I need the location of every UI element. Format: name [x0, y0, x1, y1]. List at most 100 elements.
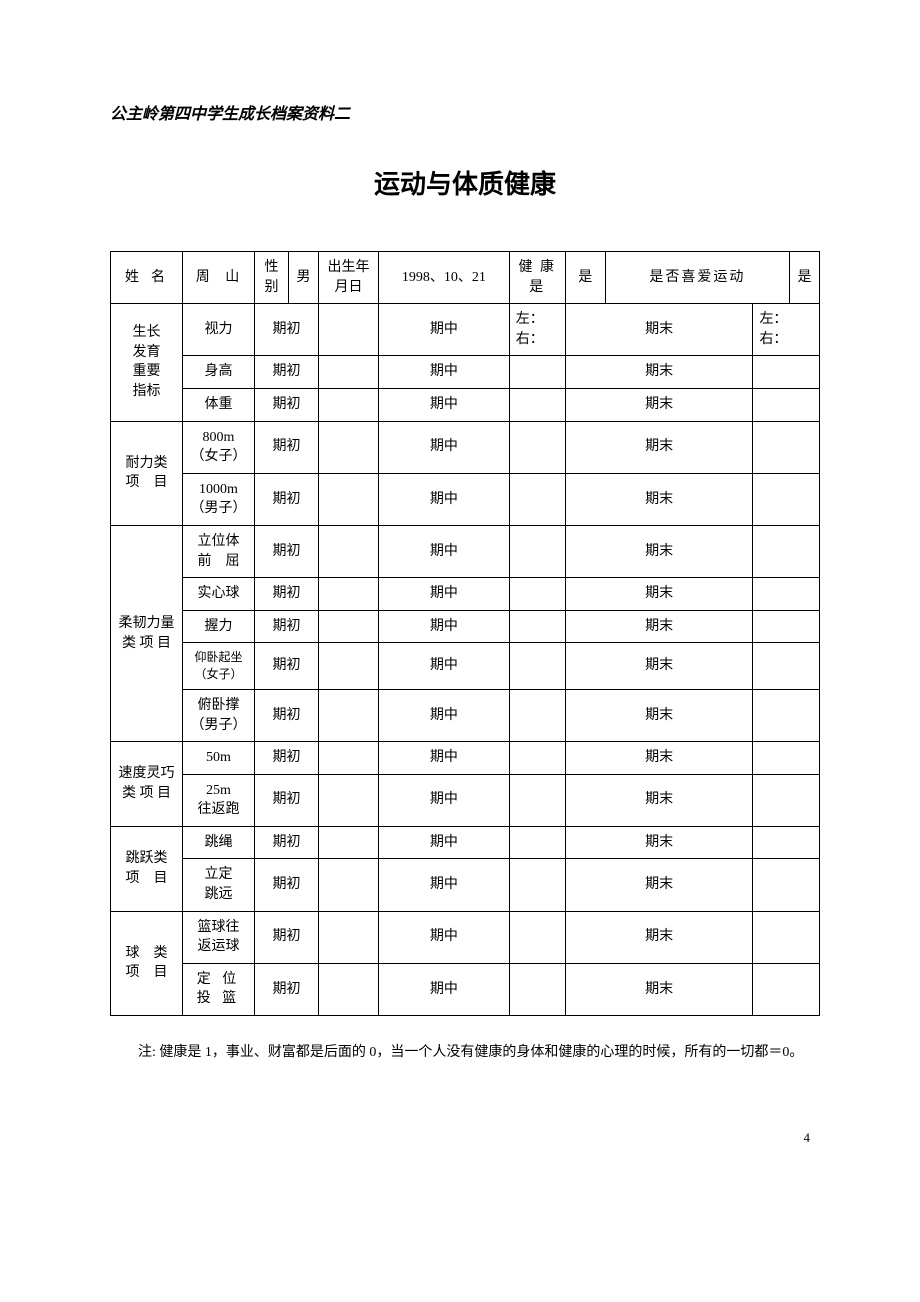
value-cell: [319, 473, 379, 525]
table-row: 俯卧撑 （男子） 期初 期中 期末: [111, 689, 820, 741]
category-label: 速度灵巧 类 项 目: [111, 742, 183, 827]
table-row: 生长 发育 重要 指标 视力 期初 期中 左： 右： 期末 左： 右：: [111, 304, 820, 356]
category-label: 球 类 项 目: [111, 911, 183, 1015]
value-cell: [753, 643, 820, 690]
phase-end: 期末: [565, 859, 753, 911]
phase-begin: 期初: [255, 774, 319, 826]
value-cell: [509, 356, 565, 389]
value-cell: 左： 右：: [753, 304, 820, 356]
footnote: 注: 健康是 1，事业、财富都是后面的 0，当一个人没有健康的身体和健康的心理的…: [110, 1036, 820, 1070]
table-row: 1000m （男子） 期初 期中 期末: [111, 473, 820, 525]
phase-mid: 期中: [379, 525, 510, 577]
item-label: 800m （女子）: [183, 421, 255, 473]
phase-end: 期末: [565, 304, 753, 356]
value-cell: 左： 右：: [509, 304, 565, 356]
item-label: 篮球往 返运球: [183, 911, 255, 963]
table-row: 仰卧起坐 （女子） 期初 期中 期末: [111, 643, 820, 690]
table-row: 体重 期初 期中 期末: [111, 388, 820, 421]
value-cell: [509, 826, 565, 859]
value-cell: [753, 963, 820, 1015]
value-cell: [319, 826, 379, 859]
value-cell: [509, 643, 565, 690]
value-cell: [319, 421, 379, 473]
gender-value: 男: [289, 252, 319, 304]
phase-mid: 期中: [379, 643, 510, 690]
table-row: 25m 往返跑 期初 期中 期末: [111, 774, 820, 826]
value-cell: [509, 610, 565, 643]
item-label: 握力: [183, 610, 255, 643]
phase-end: 期末: [565, 610, 753, 643]
phase-end: 期末: [565, 911, 753, 963]
phase-mid: 期中: [379, 742, 510, 775]
value-cell: [753, 356, 820, 389]
phase-mid: 期中: [379, 689, 510, 741]
value-cell: [753, 610, 820, 643]
like-label: 是否喜爱运动: [605, 252, 789, 304]
value-cell: [319, 689, 379, 741]
phase-mid: 期中: [379, 826, 510, 859]
phase-begin: 期初: [255, 304, 319, 356]
phase-end: 期末: [565, 643, 753, 690]
table-row: 身高 期初 期中 期末: [111, 356, 820, 389]
phase-begin: 期初: [255, 689, 319, 741]
phase-end: 期末: [565, 525, 753, 577]
phase-mid: 期中: [379, 774, 510, 826]
phase-begin: 期初: [255, 388, 319, 421]
phase-end: 期末: [565, 473, 753, 525]
value-cell: [509, 911, 565, 963]
value-cell: [753, 421, 820, 473]
phase-mid: 期中: [379, 388, 510, 421]
value-cell: [509, 525, 565, 577]
phase-begin: 期初: [255, 356, 319, 389]
phase-begin: 期初: [255, 826, 319, 859]
category-label: 跳跃类 项 目: [111, 826, 183, 911]
phase-begin: 期初: [255, 578, 319, 611]
phase-end: 期末: [565, 963, 753, 1015]
phase-begin: 期初: [255, 742, 319, 775]
phase-mid: 期中: [379, 610, 510, 643]
table-row: 速度灵巧 类 项 目 50m 期初 期中 期末: [111, 742, 820, 775]
value-cell: [319, 963, 379, 1015]
phase-mid: 期中: [379, 578, 510, 611]
phase-end: 期末: [565, 356, 753, 389]
item-label: 跳绳: [183, 826, 255, 859]
name-value: 周 山: [183, 252, 255, 304]
item-label: 25m 往返跑: [183, 774, 255, 826]
item-label: 身高: [183, 356, 255, 389]
phase-mid: 期中: [379, 356, 510, 389]
item-label: 实心球: [183, 578, 255, 611]
value-cell: [509, 859, 565, 911]
value-cell: [509, 388, 565, 421]
value-cell: [753, 911, 820, 963]
value-cell: [753, 689, 820, 741]
like-value: 是: [790, 252, 820, 304]
value-cell: [509, 963, 565, 1015]
item-label: 立位体 前 屈: [183, 525, 255, 577]
value-cell: [319, 388, 379, 421]
value-cell: [509, 689, 565, 741]
phase-mid: 期中: [379, 911, 510, 963]
item-label: 立定 跳远: [183, 859, 255, 911]
phase-begin: 期初: [255, 421, 319, 473]
value-cell: [509, 473, 565, 525]
value-cell: [509, 421, 565, 473]
category-label: 柔韧力量 类 项 目: [111, 525, 183, 741]
phase-end: 期末: [565, 388, 753, 421]
phase-mid: 期中: [379, 473, 510, 525]
value-cell: [753, 388, 820, 421]
value-cell: [319, 356, 379, 389]
item-label: 仰卧起坐 （女子）: [183, 643, 255, 690]
item-label: 俯卧撑 （男子）: [183, 689, 255, 741]
category-label: 生长 发育 重要 指标: [111, 304, 183, 421]
value-cell: [319, 304, 379, 356]
item-label: 视力: [183, 304, 255, 356]
phase-end: 期末: [565, 826, 753, 859]
page-number: 4: [110, 1130, 820, 1146]
item-label: 体重: [183, 388, 255, 421]
name-label: 姓名: [111, 252, 183, 304]
item-label: 1000m （男子）: [183, 473, 255, 525]
table-row: 球 类 项 目 篮球往 返运球 期初 期中 期末: [111, 911, 820, 963]
table-row: 握力 期初 期中 期末: [111, 610, 820, 643]
item-label: 定 位 投 篮: [183, 963, 255, 1015]
table-row: 实心球 期初 期中 期末: [111, 578, 820, 611]
